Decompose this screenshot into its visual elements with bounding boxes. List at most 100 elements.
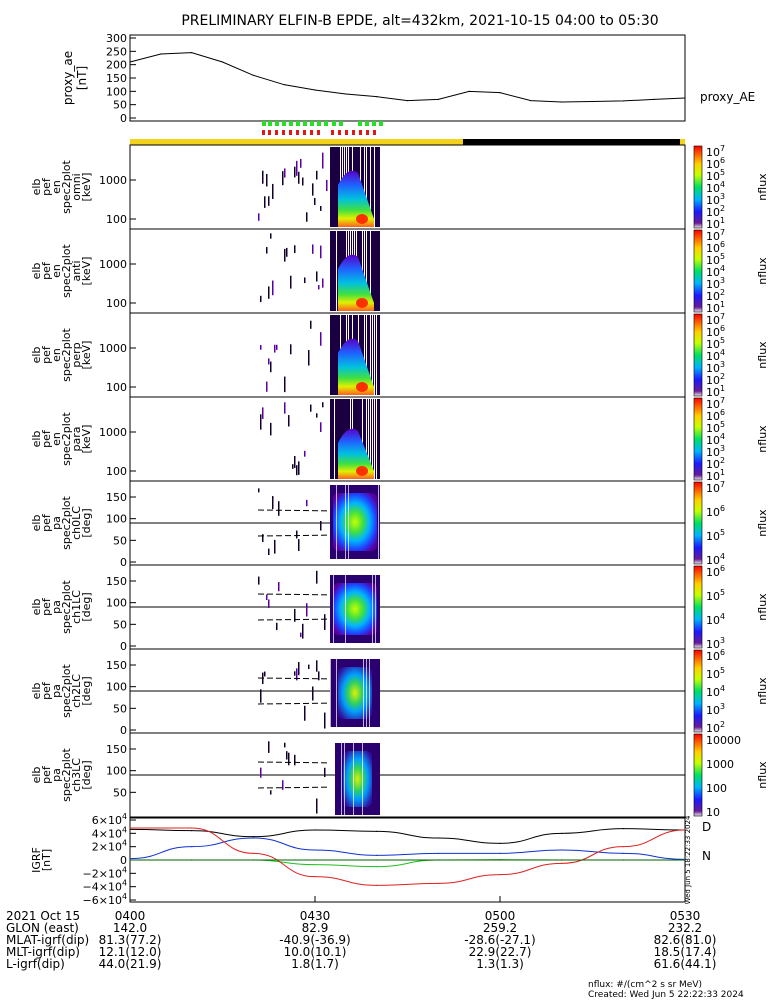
spec-panel-3-colorbar-tick: 105: [706, 420, 725, 435]
spec-tick-label: 1000: [99, 258, 127, 271]
green-flag-mark: [289, 121, 293, 126]
pa-gap-line: [336, 485, 337, 559]
spec-panel-0-ylabel-line: en: [50, 180, 63, 194]
spec-gap-line: [370, 315, 371, 395]
pa-panel-1-ylabel-line: elb: [30, 599, 43, 616]
spec-frame: [129, 144, 686, 230]
spec-gap-line: [372, 315, 373, 395]
spec-noise-streak: [296, 465, 298, 476]
pa-noise-streak: [276, 622, 278, 631]
ae-data-point: [653, 98, 655, 100]
spec-noise-streak: [268, 196, 270, 206]
pa-gap-line: [372, 575, 373, 643]
footer-row-value: 1.8(1.7): [291, 957, 339, 971]
pa-panel-1-ylabel-line: pef: [40, 597, 53, 616]
pa-panel-2-ylabel-line: spec2plot: [60, 664, 73, 718]
spec-gap-line: [366, 315, 367, 395]
pa-noise-streak: [320, 520, 322, 531]
ae-data-point: [283, 84, 285, 86]
ae-data-point: [561, 101, 563, 103]
igrf-data-point: [622, 828, 624, 830]
units-note: nflux: #/(cm^2 s sr MeV): [588, 980, 702, 990]
ae-data-point: [591, 100, 594, 103]
spec-panel-1-colorbar: [693, 229, 703, 313]
spec-panel-0-colorbar-label: nflux: [756, 173, 769, 201]
spec-panel-3-colorbar: [693, 397, 703, 481]
spec-noise-streak: [316, 413, 318, 418]
spec-noise-streak: [288, 415, 290, 427]
spec-noise-streak: [302, 177, 304, 186]
ephemeris-footer: 2021 Oct 15 0400 0430 0500 0530 GLON (east) 14…: [6, 896, 744, 1000]
spec-frame: [129, 312, 686, 398]
ae-data-point: [530, 100, 532, 102]
pa-panel-3-colorbar-tick: 1000: [706, 758, 734, 771]
pa-tick-label: 0: [120, 724, 127, 737]
pa-panel-0-ylabel-line: elb: [30, 515, 43, 532]
footer-row-value: -40.9(-36.9): [279, 933, 350, 947]
footer-row-label: L-igrf(dip): [6, 957, 65, 971]
ae-tick-label: 150: [106, 72, 127, 85]
spec-noise-streak: [298, 461, 300, 475]
pa-panel-1-colorbar-tick: 103: [706, 636, 725, 651]
red-flag-mark: [282, 130, 285, 135]
pa-panel-2-ylabel-line: [deg]: [80, 676, 93, 705]
spec-noise-streak: [292, 464, 294, 469]
spec-noise-streak: [312, 244, 314, 254]
pa-panel-1-colorbar: [693, 565, 703, 649]
footer-row-value: 0400: [115, 909, 146, 923]
pa-panel-0-colorbar-tick: 106: [706, 504, 725, 519]
spec-panel-3-colorbar-tick: 104: [706, 432, 725, 447]
spec-noise-streak: [314, 197, 316, 206]
pa-noise-streak: [316, 570, 318, 584]
ae-ylabel: proxy_ae[nT]: [61, 51, 89, 105]
spec-noise-streak: [268, 358, 270, 365]
igrf-tick-label: 4×104: [92, 825, 127, 840]
pa-gap-line: [344, 743, 345, 815]
spec-noise-streak: [300, 158, 302, 168]
spec-tick-label: 1000: [99, 342, 127, 355]
igrf-data-point: [314, 859, 316, 861]
pa-panel-2-colorbar-tick: 106: [706, 648, 725, 663]
igrf-data-point: [191, 859, 193, 861]
pa-panel-0-ylabel-line: [deg]: [80, 508, 93, 537]
spec-gap-line: [374, 399, 375, 479]
footer-row-value: 0530: [670, 909, 701, 923]
pa-loss-cone-upper: [257, 761, 331, 764]
spec-panel-0-colorbar-tick: 107: [706, 144, 725, 159]
pa-noise-streak: [302, 623, 304, 639]
ae-frame: [129, 34, 686, 122]
pa-panel-1-ylabel-line: [deg]: [80, 592, 93, 621]
spec-gap-line: [366, 231, 367, 311]
footer-row-value: 82.9: [302, 921, 329, 935]
pa-noise-streak: [300, 632, 302, 638]
spec-flux-region: [338, 170, 374, 227]
green-flag-mark: [358, 121, 362, 126]
pa-tick-label: 100: [106, 681, 127, 694]
spec-panel-0-colorbar-tick: 102: [706, 204, 725, 219]
spec-panel-2-ylabel-line: spec2plot: [60, 328, 73, 382]
ae-data-point: [252, 74, 254, 76]
spec-noise-streak: [282, 171, 284, 186]
pa-panel-3-colorbar-tick: 100: [706, 782, 727, 795]
pa-flux-region: [333, 583, 377, 635]
igrf-timestamp: Wed Jun 5 18:22:33 2024: [684, 815, 692, 904]
spec-panel-1-colorbar-label: nflux: [756, 257, 769, 285]
red-flag-mark: [289, 130, 292, 135]
igrf-data-point: [252, 859, 254, 861]
pa-tick-label: 150: [106, 575, 127, 588]
spec-frame: [129, 228, 686, 314]
spec-noise-streak: [326, 179, 328, 192]
green-flag-mark: [317, 121, 321, 126]
spec-noise-streak: [266, 173, 268, 187]
ae-data-point: [191, 52, 193, 54]
spec-noise-streak: [322, 152, 324, 169]
yellow-status-bar-end: [680, 139, 685, 145]
spec-panel-2-ylabel-line: en: [50, 348, 63, 362]
green-flag-mark: [296, 121, 300, 126]
pa-noise-streak: [286, 751, 288, 760]
pa-panel-1-colorbar-label: nflux: [756, 593, 769, 621]
pa-tick-label: 50: [113, 786, 127, 799]
pa-panel-1-ylabel-line: pa: [50, 600, 63, 614]
igrf-data-point: [191, 830, 193, 832]
